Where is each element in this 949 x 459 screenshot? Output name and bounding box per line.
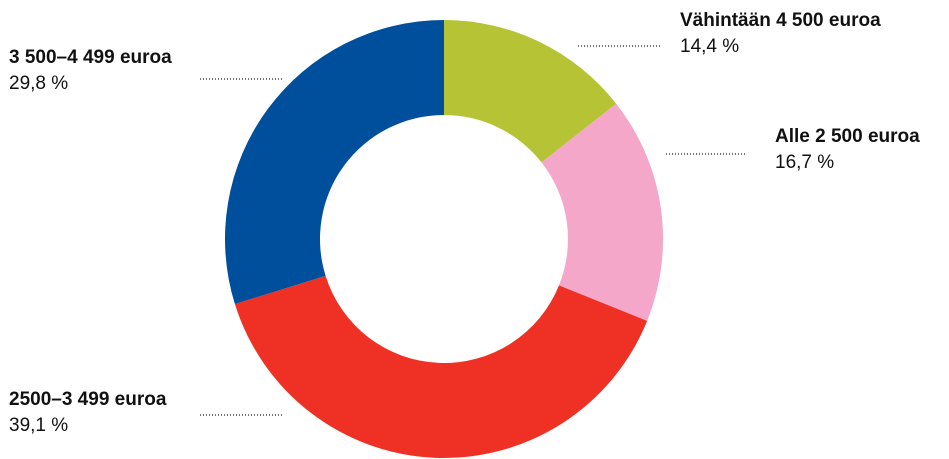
legend-label: 2500–3 499 euroa — [9, 389, 167, 410]
data-label: 39,1 % — [9, 415, 68, 436]
data-label: 29,8 % — [9, 73, 68, 94]
legend-label: Vähintään 4 500 euroa — [680, 10, 881, 31]
donut-segment — [444, 20, 617, 163]
donut-segment — [541, 103, 663, 321]
legend-label: Alle 2 500 euroa — [775, 126, 920, 147]
donut-segment — [225, 20, 444, 305]
legend-label: 3 500–4 499 euroa — [9, 47, 172, 68]
data-label: 16,7 % — [775, 152, 834, 173]
donut-segment — [234, 275, 648, 459]
data-label: 14,4 % — [680, 36, 739, 57]
